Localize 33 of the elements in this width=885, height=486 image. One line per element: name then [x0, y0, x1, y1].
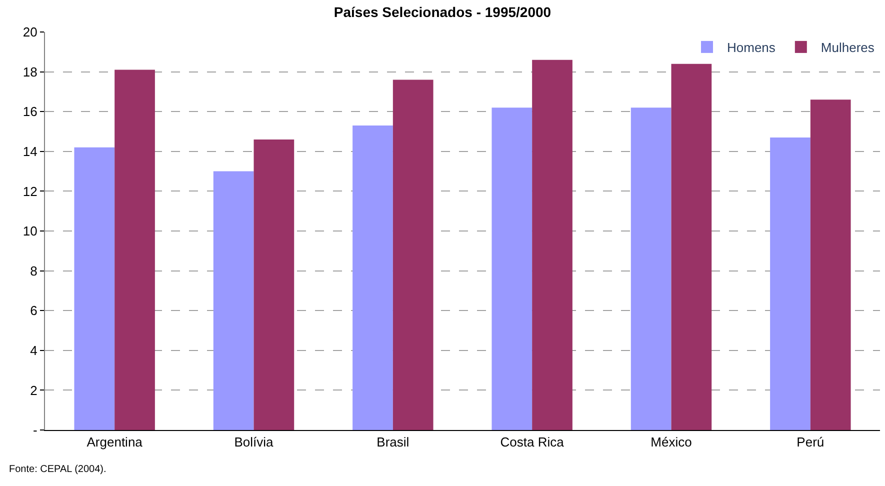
x-tick-label: Perú: [796, 434, 824, 450]
y-tick-label: 20: [22, 24, 38, 40]
y-tick-label: 4: [30, 342, 38, 358]
y-tick-label: 10: [22, 224, 38, 239]
bar: [532, 60, 572, 430]
y-tick-label: -: [33, 422, 38, 438]
legend-label: Mulheres: [820, 40, 875, 56]
bar: [810, 100, 851, 430]
bar: [74, 147, 115, 430]
legend-label: Homens: [727, 40, 776, 56]
x-tick-label: Brasil: [376, 434, 410, 450]
source-note: Fonte: CEPAL (2004).: [9, 464, 106, 475]
bar: [492, 108, 532, 430]
x-tick-label: Costa Rica: [500, 434, 565, 450]
y-tick-label: 6: [30, 303, 38, 318]
bar: [254, 139, 294, 430]
bar: [671, 64, 712, 430]
x-tick-label: Bolívia: [234, 434, 274, 450]
bar: [114, 70, 155, 430]
bar: [392, 80, 434, 430]
bar: [352, 126, 393, 430]
y-tick-label: 12: [22, 184, 38, 199]
y-tick-label: 16: [22, 104, 38, 120]
y-tick-label: 18: [22, 64, 38, 80]
bar: [630, 108, 672, 430]
chart-title: Países Selecionados - 1995/2000: [334, 4, 552, 20]
y-tick-label: 8: [30, 263, 38, 278]
x-tick-label: Argentina: [86, 434, 144, 450]
bar: [770, 137, 810, 430]
bar: [213, 171, 254, 430]
x-tick-label: México: [650, 434, 692, 450]
y-tick-label: 14: [22, 144, 38, 159]
y-tick-label: 2: [30, 382, 38, 398]
